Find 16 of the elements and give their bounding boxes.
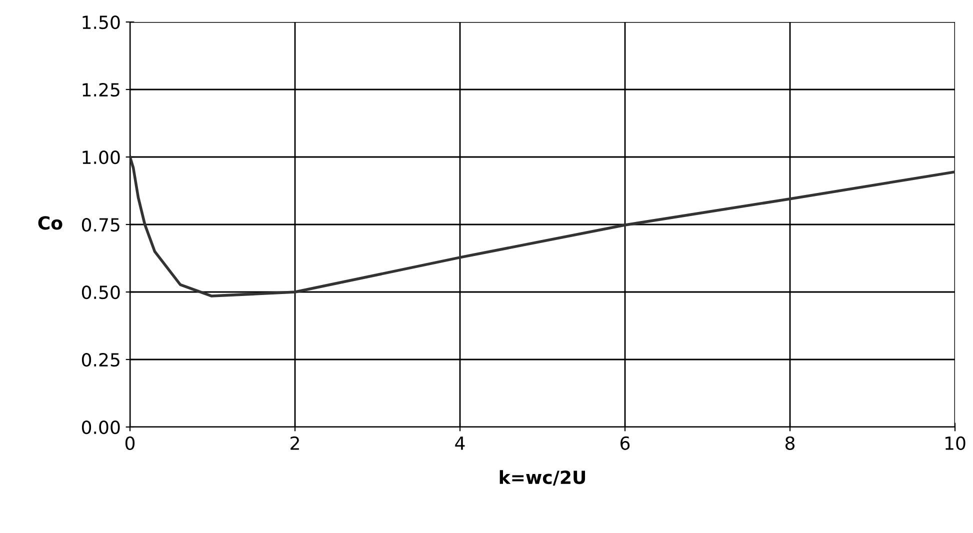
x-tick-label: 2 <box>290 436 299 450</box>
y-tick-label: 0.75 <box>82 218 120 232</box>
y-tick-label: 1.25 <box>82 82 120 97</box>
y-tick-label: 0.00 <box>82 420 120 434</box>
x-tick-label: 8 <box>785 436 795 450</box>
y-tick-label: 1.00 <box>82 150 120 164</box>
y-tick-label: 0.50 <box>82 285 120 300</box>
x-tick-label: 10 <box>945 436 966 450</box>
x-axis-title: k=wc/2U <box>500 470 586 486</box>
x-tick-label: 6 <box>620 436 630 450</box>
x-tick-label: 4 <box>455 436 465 450</box>
line-series <box>130 156 955 298</box>
y-tick-label: 1.50 <box>82 15 120 30</box>
y-tick-label: 0.25 <box>82 352 120 367</box>
x-tick-label: 0 <box>125 436 135 450</box>
y-axis-title: Co <box>38 216 62 230</box>
